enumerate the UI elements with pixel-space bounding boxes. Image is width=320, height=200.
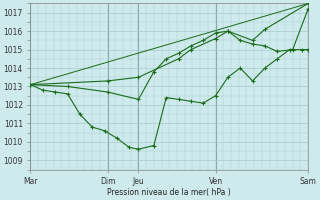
X-axis label: Pression niveau de la mer( hPa ): Pression niveau de la mer( hPa ) xyxy=(108,188,231,197)
